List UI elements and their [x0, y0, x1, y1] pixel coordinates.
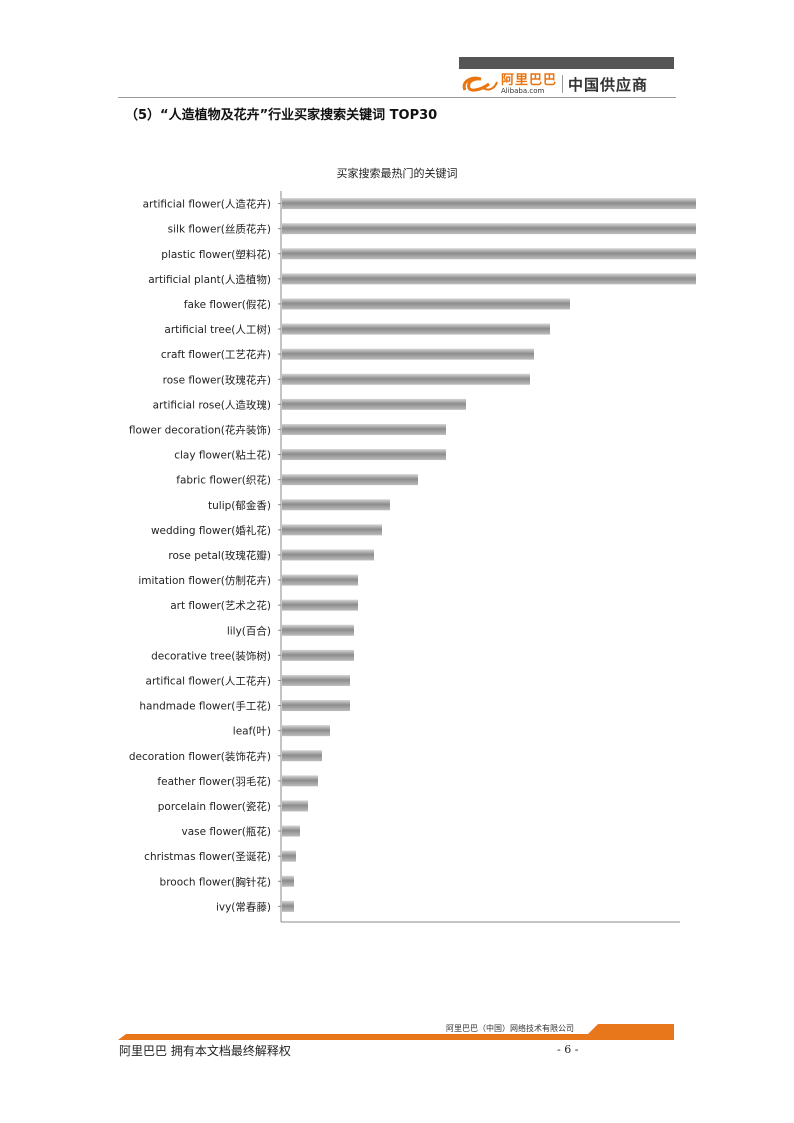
bar	[282, 248, 696, 260]
bar	[282, 674, 350, 686]
bar	[282, 348, 534, 360]
category-label: plastic flower(塑料花)	[161, 248, 271, 261]
category-label: christmas flower(圣诞花)	[144, 850, 271, 863]
category-label: art flower(艺术之花)	[170, 599, 271, 612]
category-label: artifical flower(人工花卉)	[146, 674, 271, 687]
bar	[282, 825, 300, 837]
category-label: tulip(郁金香)	[208, 499, 271, 512]
header-bar	[459, 57, 674, 69]
category-label: silk flower(丝质花卉)	[168, 223, 271, 236]
bar	[282, 449, 446, 461]
bar	[282, 900, 294, 912]
category-label: rose flower(玫瑰花卉)	[163, 373, 271, 386]
bar	[282, 398, 466, 410]
category-label: artificial flower(人造花卉)	[143, 198, 271, 211]
bar	[282, 850, 296, 862]
bar	[282, 323, 550, 335]
page-number: - 6 -	[557, 1043, 579, 1056]
footer-company: 阿里巴巴（中国）网络技术有限公司	[446, 1024, 574, 1033]
bar	[282, 298, 570, 310]
bar	[282, 499, 390, 511]
bar	[282, 198, 696, 210]
category-label: lily(百合)	[227, 624, 271, 637]
category-label: artificial tree(人工树)	[164, 323, 271, 336]
bar	[282, 800, 308, 812]
category-label: handmade flower(手工花)	[139, 700, 271, 713]
category-label: decorative tree(装饰树)	[151, 649, 271, 662]
category-label: rose petal(玫瑰花瓣)	[168, 549, 271, 562]
logo-cn-text: 阿里巴巴	[501, 72, 558, 88]
bar	[282, 700, 350, 712]
category-label: leaf(叶)	[233, 726, 271, 738]
bar	[282, 750, 322, 762]
alibaba-logo: 阿里巴巴 Alibaba.com 中国供应商	[459, 71, 648, 97]
category-label: ivy(常春藤)	[216, 900, 271, 913]
category-label: decoration flower(装饰花卉)	[129, 750, 271, 763]
category-label: imitation flower(仿制花卉)	[138, 574, 271, 587]
category-label: flower decoration(花卉装饰)	[129, 423, 271, 436]
bar	[282, 474, 418, 486]
alibaba-swirl-icon	[462, 76, 498, 92]
bar	[282, 574, 358, 586]
category-label: vase flower(瓶花)	[181, 825, 271, 838]
category-label: feather flower(羽毛花)	[157, 775, 271, 788]
logo-separator	[562, 75, 564, 93]
bar	[282, 223, 696, 235]
bar	[282, 599, 358, 611]
bar	[282, 423, 446, 435]
category-label: artificial rose(人造玫瑰)	[153, 398, 271, 411]
footer-rights: 阿里巴巴 拥有本文档最终解释权	[119, 1044, 291, 1058]
logo-en-text: Alibaba.com	[501, 86, 545, 95]
bar	[282, 624, 354, 636]
section-title: （5）“人造植物及花卉”行业买家搜索关键词 TOP30	[125, 108, 438, 123]
bar	[282, 549, 374, 561]
bar	[282, 524, 382, 536]
bar	[282, 775, 318, 787]
footer-band	[118, 1024, 674, 1040]
bar	[282, 373, 530, 385]
bar	[282, 725, 330, 737]
category-label: artificial plant(人造植物)	[148, 273, 271, 286]
bar	[282, 273, 696, 285]
chart-title: 买家搜索最热门的关键词	[336, 167, 458, 180]
bar	[282, 875, 294, 887]
bar	[282, 649, 354, 661]
category-label: porcelain flower(瓷花)	[158, 800, 271, 813]
category-label: wedding flower(婚礼花)	[151, 524, 271, 537]
header-rule	[118, 97, 676, 98]
category-label: fake flower(假花)	[184, 298, 271, 311]
category-label: craft flower(工艺花卉)	[161, 348, 271, 361]
category-label: brooch flower(胸针花)	[160, 875, 271, 888]
category-label: fabric flower(织花)	[176, 474, 271, 487]
category-label: clay flower(粘土花)	[174, 449, 271, 462]
logo-supplier-text: 中国供应商	[568, 75, 649, 94]
